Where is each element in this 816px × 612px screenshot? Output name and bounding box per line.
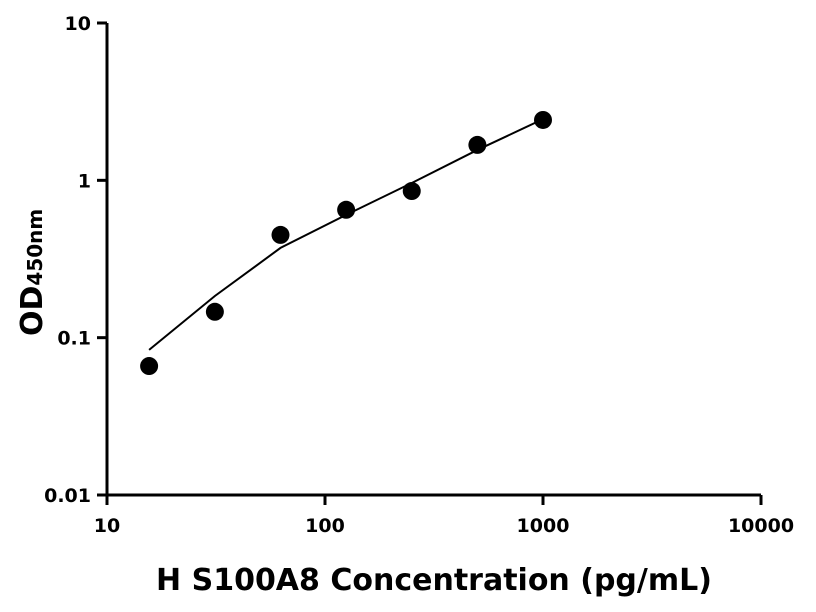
y-tick-label: 0.1 — [57, 328, 91, 350]
data-point — [402, 182, 421, 201]
data-point — [534, 110, 552, 129]
x-tick-label: 10 — [94, 515, 120, 537]
data-point — [337, 200, 356, 219]
data-point — [205, 302, 224, 321]
y-tick-label: 0.01 — [44, 485, 91, 507]
x-tick-label: 10000 — [728, 515, 794, 537]
x-tick-label: 1000 — [517, 515, 570, 537]
data-point — [468, 135, 487, 154]
y-axis-label: OD450nm — [15, 209, 50, 336]
data-point — [140, 357, 159, 376]
x-axis-label: H S100A8 Concentration (pg/mL) — [156, 563, 712, 598]
y-label-main: OD — [15, 286, 50, 336]
y-label-sub: 450nm — [23, 209, 47, 286]
data-point — [271, 225, 290, 244]
y-tick-label: 1 — [78, 170, 91, 192]
x-tick-label: 100 — [305, 515, 345, 537]
y-tick-label: 10 — [65, 13, 91, 35]
